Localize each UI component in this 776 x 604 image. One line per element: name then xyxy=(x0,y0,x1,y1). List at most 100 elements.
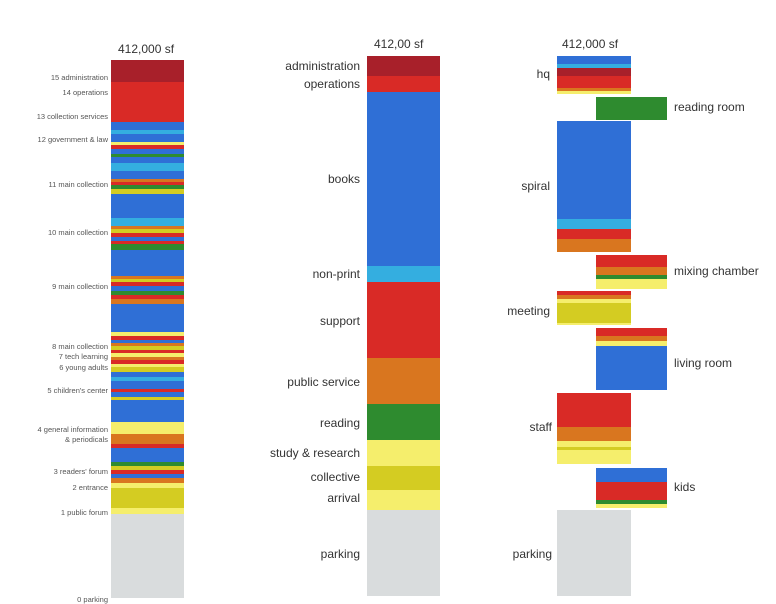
band-stripe xyxy=(596,275,667,279)
reading-label: reading xyxy=(319,416,360,430)
band-stripe xyxy=(111,233,184,237)
band-stripe xyxy=(111,282,184,286)
band-books xyxy=(367,92,440,266)
program-stack-column xyxy=(367,56,440,596)
band-stripe xyxy=(111,134,184,142)
band-operations xyxy=(367,76,440,92)
band-stripe xyxy=(111,470,184,474)
floor-stack-column xyxy=(111,60,184,598)
band-stripe xyxy=(111,145,184,149)
books-label: books xyxy=(327,172,360,186)
administration-label: administration xyxy=(285,59,360,73)
band-stripe xyxy=(111,185,184,189)
band-administration xyxy=(111,60,184,82)
band-stripe xyxy=(111,478,184,483)
block-spiral xyxy=(557,121,631,252)
band-stripe xyxy=(111,241,184,244)
floor-9-label: 9 main collection xyxy=(52,282,108,291)
block-meeting xyxy=(557,291,631,325)
band-stripe xyxy=(111,237,184,241)
living-room-label: living room xyxy=(674,356,733,370)
band-stripe xyxy=(111,466,184,470)
band-stripe xyxy=(111,367,184,372)
band-stripe xyxy=(111,286,184,291)
floor-12-label: 12 government & law xyxy=(37,135,108,144)
band-arrival xyxy=(367,490,440,510)
band-stripe xyxy=(557,239,631,252)
band-stripe xyxy=(111,218,184,226)
band-stripe xyxy=(111,397,184,400)
band-stripe xyxy=(596,255,667,267)
band-stripe xyxy=(557,121,631,219)
band-stripe xyxy=(111,179,184,182)
band-stripe xyxy=(111,353,184,357)
floor-3-label: 3 readers' forum xyxy=(53,467,108,476)
band-stripe xyxy=(596,468,667,482)
band-stripe xyxy=(111,360,184,364)
band-public-forum xyxy=(111,488,184,508)
band-stripe xyxy=(557,229,631,239)
band-stripe xyxy=(111,142,184,145)
band-stripe xyxy=(596,328,667,336)
operations-label: operations xyxy=(303,77,360,91)
band-stripe xyxy=(111,304,184,332)
band-stripe xyxy=(596,346,667,390)
band-stripe xyxy=(111,372,184,377)
band-stripe xyxy=(557,441,631,447)
band-public-service xyxy=(367,358,440,404)
block-staff xyxy=(557,393,631,464)
band-study-research xyxy=(367,440,440,466)
floor-10-label: 10 main collection xyxy=(47,228,108,237)
floor-13-label: 13 collection services xyxy=(36,112,108,121)
floor-11-label: 11 main collection xyxy=(48,180,108,189)
band-stripe xyxy=(557,91,631,94)
floor-4-label: 4 general information xyxy=(37,425,108,434)
column-3-header: 412,000 sf xyxy=(562,37,619,51)
band-stripe xyxy=(111,299,184,304)
arrival-label: arrival xyxy=(327,491,360,505)
band-stripe xyxy=(111,377,184,381)
band-stripe xyxy=(111,157,184,163)
floor-1-label: 1 public forum xyxy=(60,508,108,517)
block-living-room xyxy=(596,328,667,390)
meeting-label: meeting xyxy=(507,304,550,318)
band-stripe xyxy=(111,483,184,488)
kids-label: kids xyxy=(674,480,696,494)
hq-label: hq xyxy=(536,67,550,81)
band-stripe xyxy=(557,427,631,441)
band-stripe xyxy=(111,130,184,134)
band-stripe xyxy=(557,303,631,323)
band-support xyxy=(367,282,440,358)
floor-2-label: 2 entrance xyxy=(72,483,108,492)
band-stripe xyxy=(111,346,184,350)
band-stripe xyxy=(111,244,184,250)
study-research-label: study & research xyxy=(269,446,360,460)
band-stripe xyxy=(111,400,184,422)
band-stripe xyxy=(111,226,184,229)
floor-15-label: 15 administration xyxy=(50,73,108,82)
band-stripe xyxy=(111,508,184,514)
band-stripe xyxy=(111,350,184,353)
band-stripe xyxy=(111,434,184,444)
band-stripe xyxy=(111,279,184,282)
band-administration xyxy=(367,56,440,76)
band-stripe xyxy=(557,76,631,88)
band-stripe xyxy=(557,88,631,91)
band-stripe xyxy=(111,291,184,295)
band-stripe xyxy=(111,448,184,462)
band-stripe xyxy=(557,299,631,303)
band-stripe xyxy=(557,219,631,229)
band-collection-services xyxy=(111,122,184,130)
block-parking xyxy=(557,510,631,596)
band-stripe xyxy=(111,332,184,336)
band-stripe xyxy=(111,250,184,276)
band-stripe xyxy=(596,267,667,275)
band-stripe xyxy=(111,163,184,171)
band-stripe xyxy=(557,295,631,299)
band-stripe xyxy=(111,149,184,154)
band-stripe xyxy=(596,482,667,500)
band-operations xyxy=(111,82,184,122)
band-stripe xyxy=(111,343,184,346)
mixing-chamber-label: mixing chamber xyxy=(674,264,759,278)
